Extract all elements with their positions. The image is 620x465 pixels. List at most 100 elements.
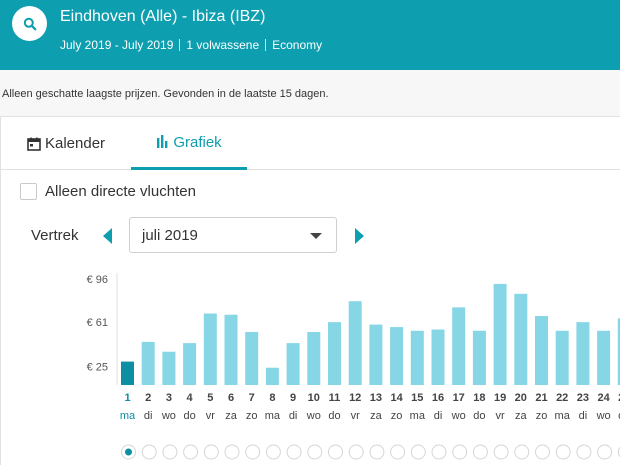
search-icon [23, 17, 36, 30]
price-bar[interactable] [369, 324, 383, 385]
price-bar[interactable] [224, 314, 238, 385]
day-selector-dot[interactable] [535, 444, 550, 460]
price-bar[interactable] [597, 330, 611, 385]
bar-chart-icon [157, 135, 168, 148]
price-bar[interactable] [576, 322, 590, 385]
chevron-down-icon [310, 233, 322, 239]
weekday-label: vr [206, 410, 216, 422]
day-selector-dot[interactable] [452, 444, 468, 460]
day-number-label: 10 [308, 392, 320, 404]
price-bar[interactable] [348, 301, 362, 385]
month-select[interactable]: juli 2019 [129, 217, 337, 253]
direct-flights-checkbox[interactable] [20, 183, 37, 200]
day-selector-dot[interactable] [410, 444, 426, 460]
day-selector-dot[interactable] [348, 444, 364, 460]
day-number-label: 16 [432, 392, 444, 404]
day-number-label: 11 [329, 392, 341, 404]
day-selector-dot[interactable] [431, 444, 447, 460]
day-number-label: 20 [515, 392, 527, 404]
tab-graph-label: Grafiek [173, 133, 222, 151]
price-bar[interactable] [617, 318, 620, 385]
price-bar[interactable] [307, 332, 321, 385]
price-panel: Kalender Grafiek Alleen directe vluchten… [0, 116, 620, 465]
passenger-count: 1 volwassene [186, 38, 260, 52]
weekday-label: zo [246, 410, 258, 422]
y-tick-label: € 61 [87, 317, 108, 329]
price-bar[interactable] [410, 330, 424, 385]
weekday-label: wo [451, 410, 466, 422]
direct-flights-label: Alleen directe vluchten [45, 183, 196, 200]
day-selector-dot[interactable] [183, 444, 199, 460]
tab-calendar[interactable]: Kalender [27, 117, 105, 170]
weekday-label: di [144, 410, 153, 422]
price-bar[interactable] [431, 329, 445, 385]
divider [179, 39, 181, 51]
day-selector-dot[interactable] [307, 444, 323, 460]
weekday-label: ma [555, 410, 571, 422]
day-selector-dot[interactable] [472, 444, 488, 460]
day-number-label: 2 [145, 392, 151, 404]
price-bar[interactable] [390, 327, 404, 385]
previous-month-arrow-icon[interactable] [103, 228, 112, 244]
day-selector-dot[interactable] [597, 444, 613, 460]
price-bar[interactable] [493, 283, 507, 385]
weekday-label: vr [496, 410, 506, 422]
search-summary-bar: Eindhoven (Alle) - Ibiza (IBZ) July 2019… [0, 0, 620, 70]
search-details: July 2019 - July 2019 1 volwassene Econo… [60, 38, 322, 52]
day-selector-dot[interactable] [493, 444, 509, 460]
weekday-label: di [579, 410, 588, 422]
weekday-label: wo [596, 410, 611, 422]
day-number-label: 21 [535, 392, 547, 404]
day-selector-dot[interactable] [203, 444, 219, 460]
price-bar[interactable] [265, 367, 279, 385]
price-notice: Alleen geschatte laagste prijzen. Gevond… [2, 88, 329, 100]
day-number-label: 9 [290, 392, 296, 404]
day-selector-dot[interactable] [514, 444, 530, 460]
cabin-class: Economy [272, 38, 323, 52]
day-selector-dot[interactable] [328, 444, 343, 460]
price-bar[interactable] [452, 307, 466, 385]
y-tick-label: € 25 [87, 362, 108, 374]
weekday-label: za [515, 410, 528, 422]
weekday-label: do [618, 410, 620, 422]
day-selector-dot[interactable] [390, 444, 406, 460]
view-tabs: Kalender Grafiek [1, 117, 620, 170]
price-bar[interactable] [141, 341, 155, 385]
price-bar[interactable] [535, 315, 548, 385]
next-month-arrow-icon[interactable] [355, 228, 364, 244]
search-button[interactable] [12, 6, 47, 41]
day-number-label: 25 [618, 392, 620, 404]
price-bar[interactable] [328, 322, 341, 385]
day-selector-dot[interactable] [555, 444, 571, 460]
weekday-label: zo [536, 410, 548, 422]
day-selector-dot[interactable] [245, 444, 261, 460]
day-selector-dot[interactable] [224, 444, 240, 460]
departure-label: Vertrek [31, 227, 79, 244]
day-selector-dot[interactable] [369, 444, 385, 460]
day-selector-dot[interactable] [576, 444, 592, 460]
price-bar[interactable] [162, 351, 176, 385]
day-number-label: 15 [411, 392, 423, 404]
price-bar[interactable] [514, 293, 528, 385]
weekday-label: za [370, 410, 383, 422]
price-bar[interactable] [245, 332, 259, 385]
day-selector-dot[interactable] [141, 444, 157, 460]
route-title: Eindhoven (Alle) - Ibiza (IBZ) [60, 8, 266, 25]
tab-graph[interactable]: Grafiek [131, 117, 247, 170]
price-bar[interactable] [286, 343, 300, 385]
day-selector-dot[interactable] [162, 444, 178, 460]
day-selector-dot[interactable] [265, 444, 281, 460]
direct-flights-filter[interactable]: Alleen directe vluchten [20, 183, 196, 200]
price-bar[interactable] [203, 313, 217, 385]
weekday-label: zo [391, 410, 403, 422]
travel-dates: July 2019 - July 2019 [60, 38, 174, 52]
day-number-label: 6 [228, 392, 234, 404]
day-selector-dot[interactable] [286, 444, 302, 460]
price-bar[interactable] [183, 343, 197, 385]
price-bar[interactable] [121, 361, 134, 385]
price-bar[interactable] [472, 330, 486, 385]
day-number-label: 19 [494, 392, 506, 404]
day-number-label: 14 [390, 392, 403, 404]
weekday-label: ma [120, 410, 136, 422]
price-bar[interactable] [555, 330, 569, 385]
